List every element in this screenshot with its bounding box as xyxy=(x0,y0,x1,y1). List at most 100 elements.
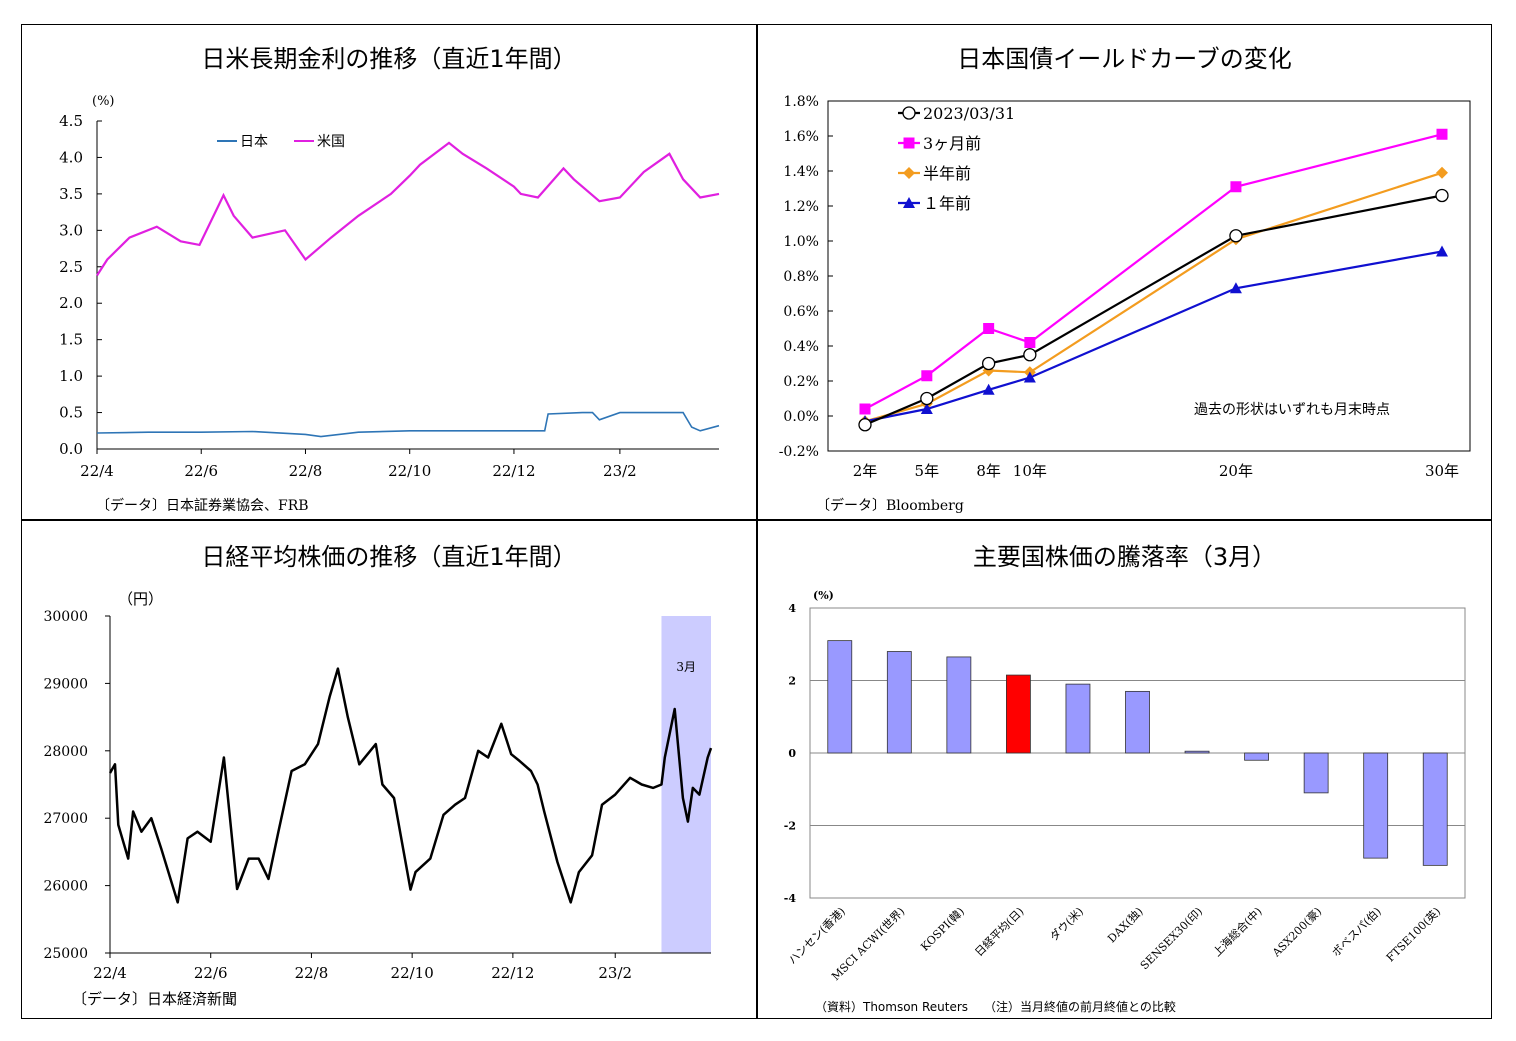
marker-point-0 xyxy=(920,391,934,406)
chart1-title: 日米長期金利の推移（直近1年間） xyxy=(201,45,577,73)
y-tick-label: 0.6% xyxy=(783,304,819,320)
marker-point-3 xyxy=(1229,282,1242,294)
x-tick-label: FTSE100(英) xyxy=(1383,904,1443,964)
bar-8 xyxy=(1303,752,1329,794)
marker-point-3 xyxy=(920,403,933,414)
bar-4 xyxy=(1065,683,1091,754)
chart3-title: 日経平均株価の推移（直近1年間） xyxy=(201,543,577,571)
y-tick-label: 2.0 xyxy=(59,294,83,312)
legend-label: 米国 xyxy=(317,134,345,150)
y-tick-label: -4 xyxy=(784,892,797,905)
legend-label: 3ヶ月前 xyxy=(923,134,981,153)
y-tick-label: 1.8% xyxy=(783,94,819,110)
y-tick-label: 28000 xyxy=(43,744,88,760)
chart4-svg: 420-2-4(%)ハンセン(香港)MSCI ACWI(世界) KOSPI(韓) 日… xyxy=(784,589,1466,983)
x-tick-label: 22/10 xyxy=(388,462,431,480)
chart1-svg: 0.0 0.5 1.0 1.5 2.0 2.5 3.0 3.5 4.0 4.5 22/4 22/6 22… xyxy=(59,94,720,480)
unit-label: (%) xyxy=(92,94,115,109)
legend-label: 日本 xyxy=(240,134,268,150)
legend-label: 2023/03/31 xyxy=(923,104,1015,123)
x-tick-label: 日経平均(日) xyxy=(972,905,1026,959)
y-tick-label: 29000 xyxy=(43,676,88,692)
x-tick-label: ボベスパ(伯) xyxy=(1329,904,1384,959)
y-tick-label: 3.0 xyxy=(59,221,83,239)
y-tick-label: 0.0% xyxy=(783,409,819,425)
unit-label: (%) xyxy=(813,589,834,602)
y-tick-label: 30000 xyxy=(43,609,88,625)
chart2-svg: -0.2% 0.0% 0.2% 0.4% 0.6% 0.8% 1.0% 1.2% 1.4% 1.6… xyxy=(779,94,1471,480)
y-tick-label: 4.0 xyxy=(59,148,83,166)
x-tick-label: 22/12 xyxy=(491,964,534,982)
nikkei-line xyxy=(108,667,713,904)
y-tick-label: 0 xyxy=(788,747,796,760)
series-line-1 xyxy=(96,141,720,277)
x-tick-label: 2年 xyxy=(853,462,878,480)
y-tick-label: 1.5 xyxy=(59,331,83,349)
y-tick-label: 0.5 xyxy=(59,404,83,422)
bar-3 xyxy=(1006,674,1031,754)
bar-7 xyxy=(1244,752,1269,761)
marker-point-3 xyxy=(1023,371,1036,383)
marker-point-0 xyxy=(858,418,872,432)
x-tick-label: 22/10 xyxy=(391,964,434,982)
y-tick-label: 3.5 xyxy=(59,185,83,203)
x-tick-label: 22/4 xyxy=(93,964,127,982)
series-line-0 xyxy=(864,194,1443,426)
x-tick-label: 30年 xyxy=(1425,462,1459,480)
chart4-source: （資料）Thomson Reuters xyxy=(815,1000,969,1014)
y-tick-label: 2.5 xyxy=(59,258,83,276)
marker-point-0 xyxy=(1435,188,1449,203)
panel-world-stocks: 主要国株価の騰落率（3月） 4 2 0 -2 -4 (%) ハンセン(香港) MSCI ACW… xyxy=(757,520,1492,1019)
y-tick-label: 2 xyxy=(788,675,796,688)
panel-yield-curve: 日本国債イールドカーブの変化 -0.2% 0.0% 0.2% 0.4% 0.6% 0.8%… xyxy=(757,24,1492,520)
x-tick-label: 10年 xyxy=(1013,462,1047,480)
marker-point-1 xyxy=(921,370,933,382)
y-tick-label: 4.5 xyxy=(59,112,83,130)
chart1-source: 〔データ〕日本証券業協会、FRB xyxy=(96,498,309,514)
chart4-title: 主要国株価の騰落率（3月） xyxy=(972,543,1277,571)
marker-point-0 xyxy=(981,356,996,371)
marker-point-0 xyxy=(902,106,916,120)
x-tick-label: KOSPI(韓) xyxy=(918,905,967,954)
x-tick-label: 23/2 xyxy=(603,462,637,480)
y-tick-label: 26000 xyxy=(43,879,88,895)
chart4-note: （注）当月終値の前月終値との比較 xyxy=(984,1000,1176,1014)
x-tick-label: 22/6 xyxy=(184,462,218,480)
y-tick-label: 25000 xyxy=(43,946,88,962)
y-tick-label: 0.2% xyxy=(783,374,819,390)
marker-point-3 xyxy=(1436,245,1448,257)
x-tick-label: 22/6 xyxy=(194,964,228,982)
x-tick-label: DAX(独) xyxy=(1105,905,1145,945)
marker-point-2 xyxy=(903,167,915,179)
marker-point-1 xyxy=(1230,181,1242,193)
chart2-source: 〔データ〕Bloomberg xyxy=(816,498,964,514)
bar-10 xyxy=(1422,752,1448,866)
x-tick-label: 8年 xyxy=(976,462,1001,480)
y-tick-label: 1.0% xyxy=(783,234,819,250)
y-tick-label: 4 xyxy=(788,602,796,615)
y-tick-label: 0.8% xyxy=(783,269,819,285)
x-tick-label: 22/4 xyxy=(80,462,114,480)
x-tick-label: ハンセン(香港) xyxy=(786,905,848,967)
legend-label: １年前 xyxy=(923,194,971,213)
panel-nikkei: 日経平均株価の推移（直近1年間） 3月 25000 26000 27000 28000 2… xyxy=(21,520,757,1019)
bar-9 xyxy=(1363,752,1389,859)
y-tick-label: 1.0 xyxy=(59,367,83,385)
x-tick-label: ASX200(豪) xyxy=(1268,904,1324,960)
x-tick-label: 5年 xyxy=(915,462,940,480)
marker-point-3 xyxy=(982,383,995,395)
panel-jgb-ust-yields: 日米長期金利の推移（直近1年間） 0.0 0.5 1.0 1.5 2.0 2.5 3.0 3.… xyxy=(21,24,757,520)
series-line-1 xyxy=(864,133,1443,410)
y-tick-label: -2 xyxy=(784,820,796,833)
series-line-3 xyxy=(864,250,1443,423)
marker-point-1 xyxy=(859,403,871,415)
x-tick-label: 23/2 xyxy=(598,964,632,982)
bar-2 xyxy=(946,656,972,754)
x-tick-label: 22/8 xyxy=(295,964,329,982)
y-tick-label: 0.4% xyxy=(783,339,819,355)
x-tick-label: 20年 xyxy=(1219,462,1253,480)
highlight-label: 3月 xyxy=(676,660,696,674)
bar-6 xyxy=(1184,750,1210,754)
bar-1 xyxy=(886,651,912,754)
chart3-svg: 3月 25000 26000 27000 28000 29000 30000 22/4 22/6… xyxy=(43,590,713,982)
